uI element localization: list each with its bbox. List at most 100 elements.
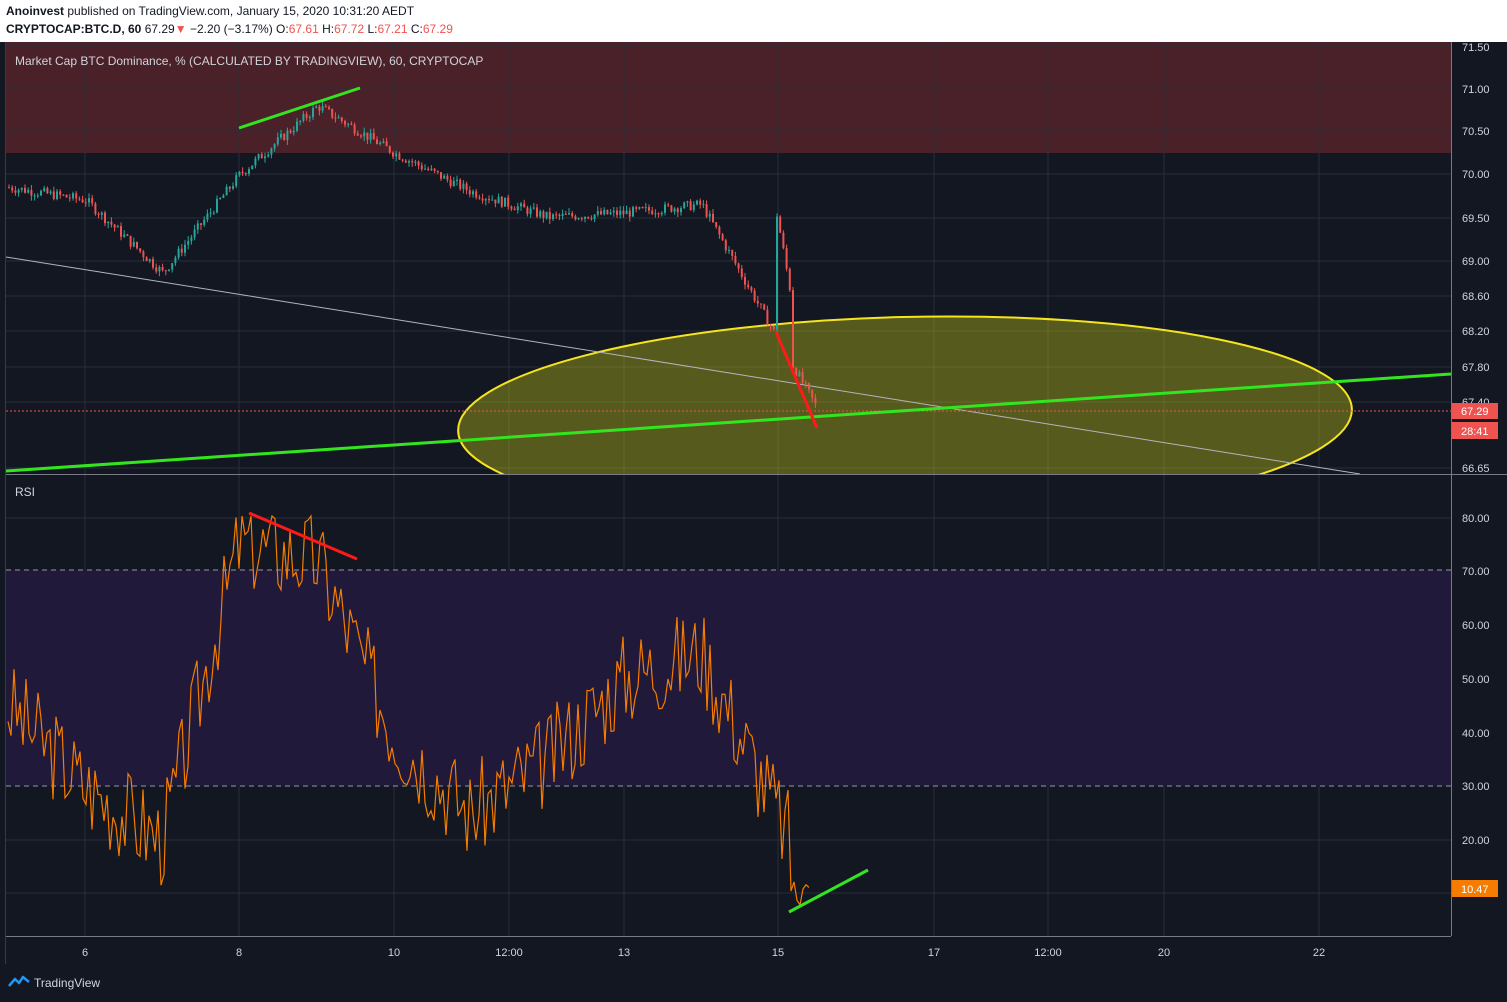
resistance-zone[interactable]	[6, 42, 1451, 153]
price-tick: 68.20	[1462, 326, 1490, 338]
price-higher-high-line[interactable]	[238, 86, 361, 130]
candle-body	[161, 266, 164, 271]
last-price-tag	[1452, 403, 1498, 419]
symbol-ohlc: CRYPTOCAP:BTC.D, 60 67.29▼ −2.20 (−3.17%…	[6, 22, 453, 36]
candle-body	[465, 183, 468, 191]
candle-body	[193, 229, 196, 238]
candle-body	[808, 383, 810, 390]
price-tick: 71.50	[1462, 42, 1490, 54]
rsi-lower-high-line[interactable]	[248, 511, 358, 561]
candle-body	[440, 172, 442, 179]
candle-body	[491, 199, 494, 201]
candle-body	[782, 232, 785, 249]
candle-body	[382, 141, 385, 143]
chart-header: Anoinvest published on TradingView.com, …	[0, 0, 1507, 42]
candle-body	[344, 121, 346, 125]
chart-canvas[interactable]: Market Cap BTC Dominance, % (CALCULATED …	[0, 42, 1507, 964]
candle-body	[705, 204, 708, 217]
candle-body	[660, 212, 663, 215]
candle-body	[196, 223, 199, 230]
high-label: H:	[322, 22, 335, 36]
candle-body	[462, 183, 465, 189]
candle-body	[72, 193, 74, 199]
candle-body	[107, 221, 110, 224]
candle-body	[97, 213, 100, 215]
candle-body	[667, 204, 670, 206]
candle-body	[472, 191, 474, 195]
candle-body	[302, 114, 305, 121]
candle-body	[248, 169, 250, 174]
candle-body	[603, 209, 606, 215]
ascending-support-trendline[interactable]	[6, 372, 1451, 473]
candle-body	[200, 223, 202, 225]
candle-body	[113, 224, 116, 228]
candle-body	[334, 117, 337, 119]
publisher-name[interactable]: Anoinvest	[6, 4, 65, 18]
price-change: −2.20 (−3.17%)	[189, 22, 273, 36]
candle-body	[564, 213, 567, 215]
candle-body	[289, 130, 292, 133]
candle-body	[331, 108, 334, 118]
low-label: L:	[367, 22, 378, 36]
candle-body	[219, 197, 222, 199]
main-legend[interactable]: Market Cap BTC Dominance, % (CALCULATED …	[15, 54, 483, 68]
candle-body	[59, 191, 62, 195]
candle-body	[11, 187, 14, 191]
candle-body	[203, 219, 206, 225]
candle-body	[164, 270, 167, 272]
candle-body	[43, 188, 46, 191]
price-tick: 66.65	[1462, 463, 1490, 475]
candle-body	[369, 133, 372, 140]
rsi-legend[interactable]: RSI	[15, 485, 35, 499]
candle-body	[628, 210, 631, 217]
rsi-higher-low-line[interactable]	[788, 868, 869, 914]
candle-body	[552, 214, 554, 220]
candle-body	[459, 179, 462, 189]
candle-body	[427, 168, 430, 170]
descending-trendline[interactable]	[6, 256, 1361, 474]
open-label: O:	[276, 22, 289, 36]
candle-body	[142, 251, 145, 258]
candle-body	[497, 196, 500, 204]
time-tick: 22	[1313, 947, 1325, 959]
candle-body	[766, 309, 769, 326]
candle-body	[308, 117, 311, 119]
candle-body	[420, 165, 423, 170]
candle-body	[590, 218, 593, 220]
price-tick: 71.00	[1462, 84, 1490, 96]
candle-body	[292, 130, 295, 133]
candle-body	[561, 213, 564, 217]
candle-body	[641, 207, 644, 209]
candle-body	[350, 123, 353, 125]
candle-body	[760, 303, 762, 305]
price-drop-line[interactable]	[774, 331, 819, 429]
candle-body	[433, 168, 436, 171]
candle-body	[702, 204, 705, 206]
candle-body	[286, 130, 289, 140]
candle-body	[392, 152, 394, 157]
candle-body	[222, 195, 225, 198]
candle-body	[123, 234, 126, 237]
candle-body	[593, 214, 596, 220]
candle-body	[312, 107, 314, 118]
countdown-tag-label: 28:41	[1461, 426, 1489, 438]
candle-body	[75, 193, 78, 199]
highlight-ellipse[interactable]	[456, 306, 1355, 534]
candle-body	[795, 367, 798, 377]
candle-body	[388, 146, 391, 153]
candle-body	[296, 121, 298, 131]
candle-body	[417, 161, 420, 166]
candle-body	[46, 188, 49, 194]
candle-body	[52, 191, 55, 200]
candle-body	[801, 372, 804, 383]
candle-body	[328, 107, 330, 109]
high-value: 67.72	[334, 22, 365, 36]
candle-body	[452, 180, 455, 187]
rsi-tick: 20.00	[1462, 835, 1490, 847]
candle-body	[404, 160, 407, 163]
candle-body	[132, 241, 135, 247]
candle-body	[811, 389, 814, 398]
candle-body	[622, 210, 625, 215]
tradingview-brand[interactable]: TradingView	[34, 976, 101, 990]
candle-body	[692, 204, 695, 211]
